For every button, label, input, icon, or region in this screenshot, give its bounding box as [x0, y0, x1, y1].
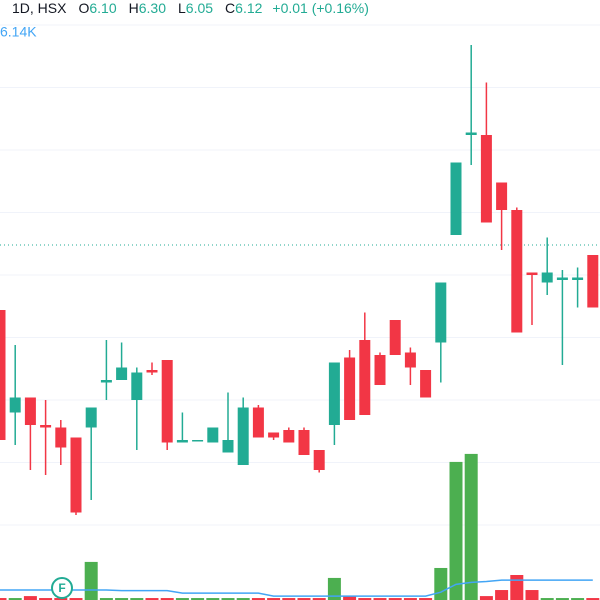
volume-bar — [449, 461, 463, 600]
volume-bar — [327, 577, 341, 600]
legend-value: 6.05 — [186, 0, 213, 16]
volume-bar — [343, 596, 357, 600]
candle-body — [435, 282, 447, 343]
candle-body — [85, 407, 97, 428]
volume-bar — [0, 598, 7, 600]
volume-bar — [236, 598, 250, 600]
candle-body — [24, 397, 36, 425]
candle-body — [404, 352, 416, 368]
volume-bar — [388, 598, 402, 600]
volume-bar — [39, 598, 53, 600]
volume-bar — [115, 598, 129, 600]
candle-body — [344, 357, 356, 420]
volume-bar — [99, 598, 113, 600]
volume-bar — [312, 598, 326, 600]
candle-body — [572, 277, 584, 280]
candle-body — [9, 397, 21, 413]
candle-body — [222, 440, 234, 453]
candle-body — [252, 407, 264, 438]
candle-body — [176, 440, 188, 443]
candle-body — [511, 210, 523, 333]
volume-bar — [251, 598, 265, 600]
candle-body — [465, 132, 477, 135]
volume-bar — [495, 590, 509, 600]
volume-bar — [373, 598, 387, 600]
volume-bar — [525, 590, 539, 600]
candle-body — [389, 320, 401, 355]
candle-body — [237, 407, 249, 465]
volume-bar — [358, 598, 372, 600]
volume-bar — [297, 598, 311, 600]
volume-bar — [434, 567, 448, 600]
candle-body — [131, 372, 143, 400]
volume-bar — [419, 598, 433, 600]
legend-value: 6.30 — [139, 0, 166, 16]
grid — [0, 24, 600, 526]
legend-value: 6.12 — [235, 0, 262, 16]
volume-bar — [267, 598, 281, 600]
legend-value: 6.10 — [89, 0, 116, 16]
candle-body — [541, 272, 553, 283]
volume-bar — [555, 598, 569, 600]
candle-body — [100, 380, 112, 383]
volume-bar — [464, 453, 478, 600]
candle-body — [556, 277, 568, 280]
candle-body — [161, 360, 173, 443]
volume-bar — [54, 598, 68, 600]
legend-symbol: 1D, HSX — [12, 0, 67, 16]
volume-bar — [130, 598, 144, 600]
candle-body — [0, 310, 6, 440]
volume-bar — [540, 598, 554, 600]
candle-body — [450, 162, 462, 235]
volume-bar — [8, 598, 22, 600]
plot — [0, 45, 600, 600]
candle-body — [298, 430, 310, 455]
candle-body — [283, 430, 295, 443]
volume-bar — [191, 598, 205, 600]
candle-body — [70, 437, 82, 513]
legend-label: C — [225, 0, 235, 16]
candle-body — [587, 255, 599, 308]
volume-bar — [145, 598, 159, 600]
candle-body — [313, 450, 325, 470]
candle-body — [192, 440, 204, 442]
legend-line: 1D, HSX O6.10 H6.30 L6.05 C6.12 +0.01 (+0.16%… — [12, 0, 369, 16]
volume-ma-line — [0, 579, 593, 597]
candle-body — [146, 370, 158, 373]
candle-body — [374, 355, 386, 385]
volume-bar — [84, 561, 98, 600]
volume-bar — [23, 596, 37, 600]
candle-body — [496, 182, 508, 210]
candle-body — [55, 427, 67, 448]
legend-change: +0.01 (+0.16%) — [272, 0, 369, 16]
candle-body — [116, 367, 128, 380]
candle-body — [207, 427, 219, 443]
candle-body — [40, 425, 52, 428]
volume-bar — [160, 598, 174, 600]
volume-bar — [69, 598, 83, 600]
legend-label: L — [178, 0, 186, 16]
volume-bar — [221, 598, 235, 600]
candle-body — [420, 370, 432, 398]
marker-circle — [51, 577, 73, 599]
volume-bar — [479, 596, 493, 600]
volume-label: 6.14K — [0, 24, 37, 40]
volume-bar — [282, 598, 296, 600]
legend-label: O — [78, 0, 89, 16]
candle-body — [268, 432, 280, 438]
volume-bar — [175, 598, 189, 600]
volume-bar — [586, 598, 600, 600]
volume-bar — [403, 598, 417, 600]
candle-body — [359, 340, 371, 415]
marker-label: F — [58, 581, 65, 595]
legend: 1D, HSX O6.10 H6.30 L6.05 C6.12 +0.01 (+0.16%… — [0, 0, 369, 40]
candle-body — [526, 272, 538, 275]
volume-bar — [571, 598, 585, 600]
volume-bar — [510, 575, 524, 600]
legend-label: H — [129, 0, 139, 16]
volume-bar — [206, 598, 220, 600]
candle-body — [328, 362, 340, 425]
candle-body — [480, 135, 492, 223]
